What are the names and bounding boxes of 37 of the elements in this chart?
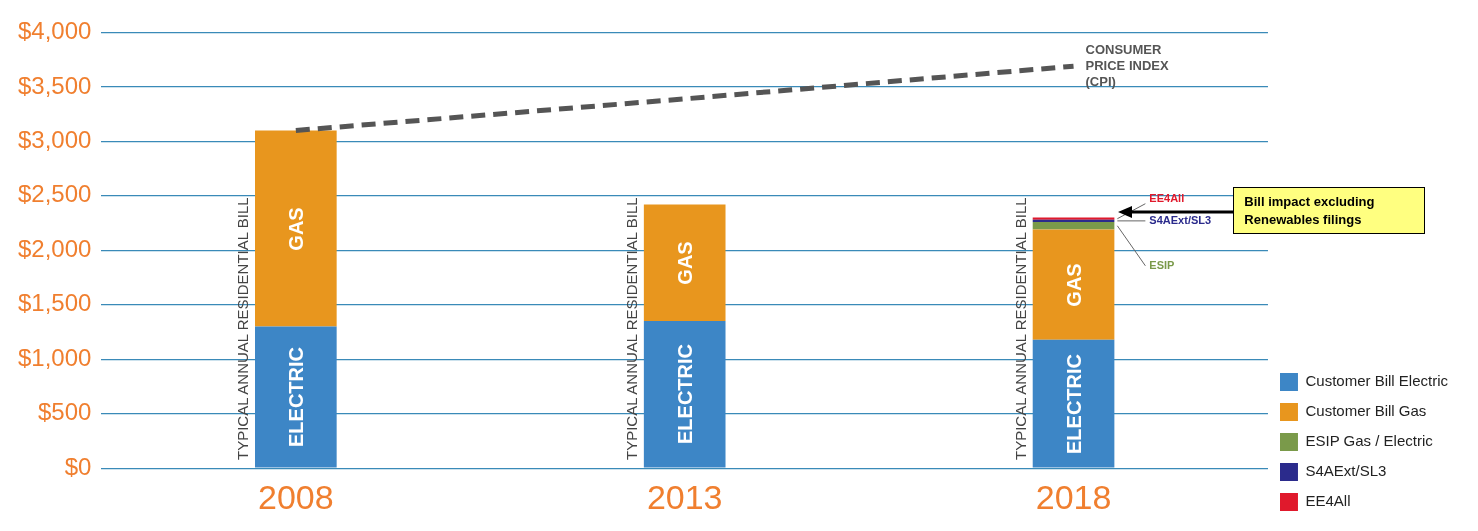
legend-label: Customer Bill Gas bbox=[1305, 402, 1427, 420]
series-label: CONSUMER PRICE INDEX (CPI) bbox=[1085, 41, 1169, 89]
bar bbox=[1032, 229, 1115, 340]
y-tick-label: $1,000 bbox=[18, 343, 92, 371]
data-label: ESIP bbox=[1149, 258, 1175, 271]
data-label: GAS bbox=[1062, 262, 1086, 307]
annotation: TYPICAL ANNUAL RESIDENTIAL BILL bbox=[234, 197, 252, 461]
annotation: TYPICAL ANNUAL RESIDENTIAL BILL bbox=[1011, 197, 1030, 461]
x-tick-label: 2013 bbox=[646, 477, 723, 516]
data-label: ELECTRIC bbox=[1062, 353, 1086, 454]
y-tick-label: $0 bbox=[64, 452, 92, 480]
annotation: TYPICAL ANNUAL RESIDENTIAL BILL bbox=[622, 197, 641, 461]
y-tick-label: $1,500 bbox=[18, 289, 92, 317]
data-label: S4AExt/SL3 bbox=[1149, 213, 1212, 226]
bar bbox=[255, 326, 337, 468]
data-label: ELECTRIC bbox=[284, 347, 308, 448]
legend-label: S4AExt/SL3 bbox=[1305, 462, 1387, 480]
y-tick-label: $3,000 bbox=[18, 125, 92, 153]
y-tick-label: $3,500 bbox=[18, 71, 92, 99]
legend-label: ESIP Gas / Electric bbox=[1305, 432, 1434, 450]
legend-label: Customer Bill Electric bbox=[1305, 372, 1449, 390]
bar bbox=[1032, 221, 1115, 230]
x-tick-label: 2008 bbox=[258, 477, 334, 516]
x-tick-label: 2018 bbox=[1035, 477, 1112, 516]
data-label: ELECTRIC bbox=[673, 344, 697, 445]
bar bbox=[643, 204, 726, 322]
y-tick-label: $500 bbox=[38, 398, 92, 426]
bar bbox=[255, 130, 337, 327]
annotation: Bill impact excluding Renewables filings bbox=[1244, 193, 1376, 230]
data-label: GAS bbox=[673, 241, 697, 285]
y-tick-label: $2,500 bbox=[18, 180, 92, 208]
data-label: GAS bbox=[284, 206, 308, 251]
y-tick-label: $4,000 bbox=[18, 17, 92, 45]
bar bbox=[1032, 339, 1115, 468]
bar bbox=[643, 321, 726, 468]
legend-label: EE4All bbox=[1305, 492, 1351, 510]
y-tick-label: $2,000 bbox=[18, 234, 92, 262]
